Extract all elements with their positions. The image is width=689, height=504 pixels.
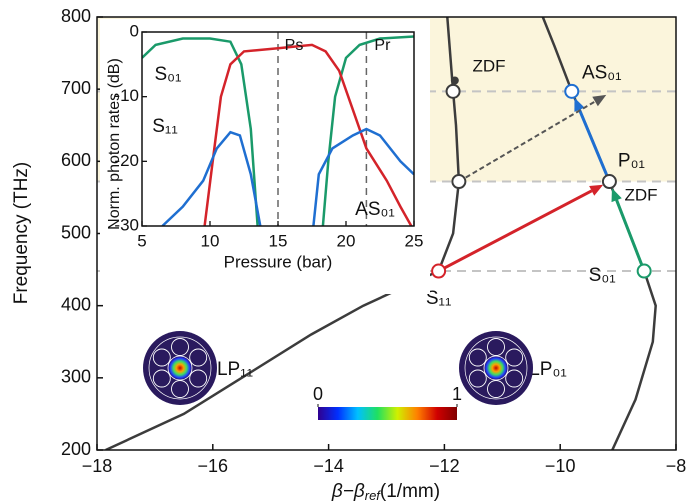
x-tick-label: −14 xyxy=(313,456,344,476)
x-tick-label: −10 xyxy=(545,456,576,476)
y-tick-label: 300 xyxy=(61,367,91,387)
x-tick-label: −16 xyxy=(198,456,229,476)
colorbar-tick-label: 0 xyxy=(313,384,323,404)
state-point xyxy=(603,175,616,188)
y-tick-label: 700 xyxy=(61,78,91,98)
y-axis-label: Norm. photon rates (dB) xyxy=(106,58,123,230)
x-tick-label: 20 xyxy=(337,231,356,250)
annotation: LP₁₁ xyxy=(217,359,253,380)
mode-core xyxy=(168,356,192,380)
zdf-point xyxy=(451,77,459,85)
x-tick-label: 10 xyxy=(201,231,220,250)
legend-label: S₀₁ xyxy=(155,64,182,85)
arrow-head xyxy=(612,188,622,202)
figure: S₁₁ S₀₁ P₀₁ AS₀₁ ZDF ZDF LP₁₁ LP₀₁ 0 1 −18 −16 −14 −1… xyxy=(0,0,689,504)
x-label-unit: (1/mm) xyxy=(380,481,440,502)
annotation: LP₀₁ xyxy=(529,359,567,380)
colorbar-tick-label: 1 xyxy=(452,384,462,404)
arrow-shaft xyxy=(617,200,645,271)
y-tick-label: 400 xyxy=(61,294,91,314)
x-label-main: β−β xyxy=(331,481,365,502)
state-point xyxy=(447,85,460,98)
annotation: ZDF xyxy=(472,56,505,75)
x-tick-label: −18 xyxy=(82,456,113,476)
y-tick-label: 200 xyxy=(61,439,91,459)
x-axis-label: Pressure (bar) xyxy=(224,252,333,271)
state-point xyxy=(565,85,578,98)
arrow-shaft xyxy=(439,191,592,271)
point-label: S₀₁ xyxy=(589,265,616,286)
point-label: AS₀₁ xyxy=(582,62,622,83)
y-axis-label: Frequency (THz) xyxy=(11,162,32,305)
x-axis-label: β−βref(1/mm) xyxy=(331,481,440,503)
pressure-label: Pr xyxy=(374,37,391,54)
x-tick-label: 15 xyxy=(269,231,288,250)
y-tick-label: 0 xyxy=(130,21,139,40)
annotation: ZDF xyxy=(624,185,657,204)
x-tick-label: 25 xyxy=(405,231,424,250)
point-label: P₀₁ xyxy=(618,151,645,172)
pressure-label: Ps xyxy=(285,37,304,54)
y-tick-label: 500 xyxy=(61,222,91,242)
state-point xyxy=(452,175,465,188)
legend-label: S₁₁ xyxy=(152,116,178,137)
x-tick-label: −12 xyxy=(429,456,460,476)
mode-core xyxy=(484,356,508,380)
x-label-sub: ref xyxy=(365,488,382,503)
y-tick-label: 600 xyxy=(61,150,91,170)
state-point xyxy=(432,265,445,278)
y-tick-label: 800 xyxy=(61,6,91,26)
state-point xyxy=(638,265,651,278)
x-tick-label: −8 xyxy=(666,456,687,476)
legend-label: AS₀₁ xyxy=(355,199,395,220)
colorbar xyxy=(318,407,457,420)
